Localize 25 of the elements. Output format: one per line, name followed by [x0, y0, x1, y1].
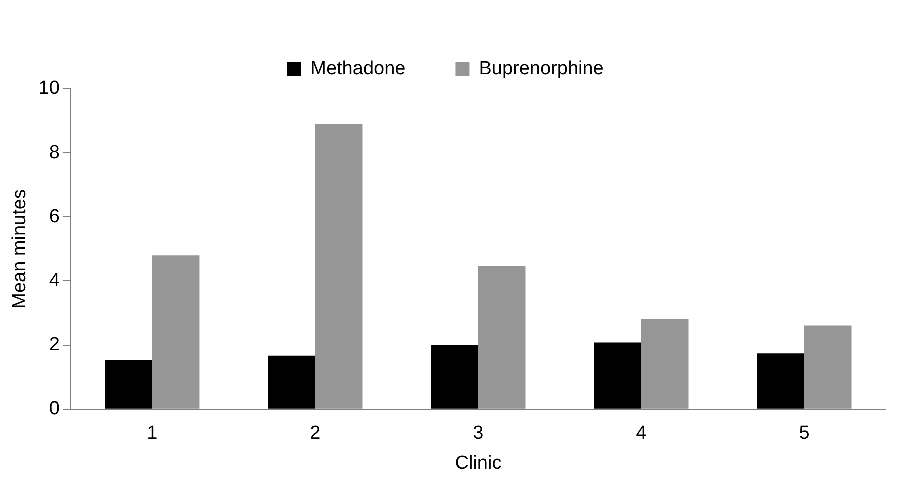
y-tick-label: 6: [49, 206, 60, 228]
bar: [268, 356, 316, 409]
x-tick-label: 4: [636, 423, 648, 444]
y-axis-title: Mean minutes: [10, 190, 31, 309]
bar: [804, 326, 852, 409]
x-tick-label: 3: [473, 423, 484, 444]
bar: [757, 354, 804, 409]
x-tick-label: 5: [799, 423, 810, 444]
bar: [315, 124, 363, 409]
x-axis-title: Clinic: [455, 452, 502, 474]
bar: [641, 319, 689, 409]
legend-label: Buprenorphine: [479, 58, 604, 80]
y-tick-label: 8: [49, 142, 60, 164]
legend-label: Methadone: [310, 58, 406, 80]
bar: [594, 342, 642, 409]
y-tick-label: 4: [49, 270, 60, 292]
bar: [478, 266, 526, 409]
bar: [431, 345, 478, 409]
y-tick-label: 0: [49, 398, 60, 420]
bar: [152, 256, 200, 409]
y-tick-label: 10: [38, 78, 60, 100]
bar: [105, 360, 152, 409]
x-tick-label: 2: [310, 423, 321, 444]
x-tick-label: 1: [147, 423, 158, 444]
y-tick-label: 2: [49, 334, 60, 356]
